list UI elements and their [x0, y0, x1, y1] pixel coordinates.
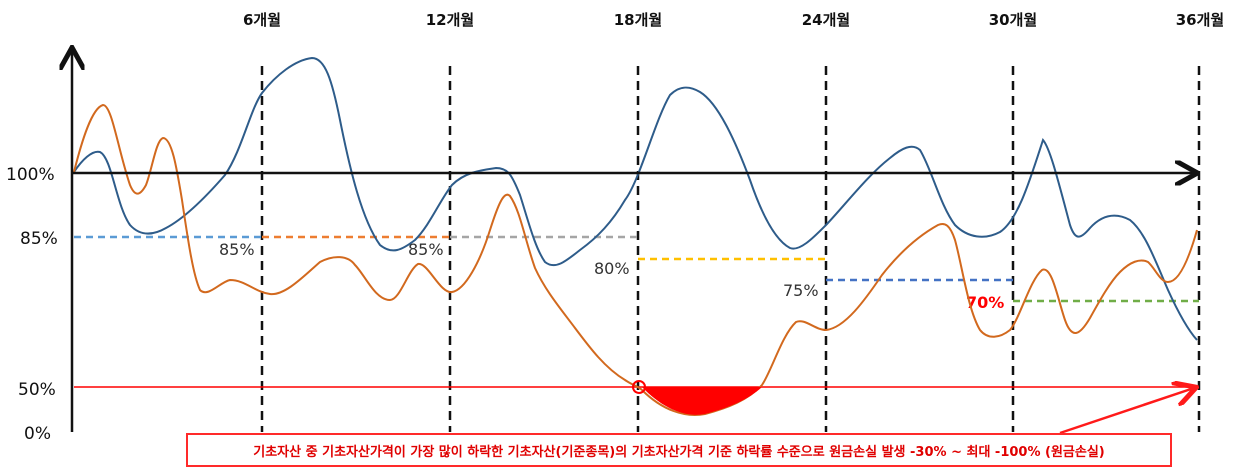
barrier-label-3: 80%	[594, 259, 630, 278]
barrier-label-4: 75%	[783, 281, 819, 300]
y-label-0: 0%	[24, 424, 51, 444]
loss-note-text: 기초자산 중 기초자산가격이 가장 많이 하락한 기초자산(기준종목)의 기초자…	[253, 444, 1105, 460]
loss-area	[642, 387, 762, 415]
period-label-18: 18개월	[614, 11, 662, 29]
barrier-label-5: 70%	[966, 293, 1004, 312]
period-label-30: 30개월	[989, 11, 1037, 29]
y-label-50: 50%	[18, 380, 56, 400]
y-label-100: 100%	[6, 165, 55, 185]
loss-note-box: 기초자산 중 기초자산가격이 가장 많이 하락한 기초자산(기준종목)의 기초자…	[186, 433, 1172, 467]
period-label-24: 24개월	[802, 11, 850, 29]
kick-in-marker	[632, 380, 646, 394]
period-label-36: 36개월	[1176, 11, 1224, 29]
barrier-label-2: 85%	[408, 240, 444, 259]
y-label-85: 85%	[20, 229, 58, 249]
period-label-6: 6개월	[243, 11, 281, 29]
period-label-12: 12개월	[426, 11, 474, 29]
note-pointer-arrow	[1059, 388, 1194, 435]
evaluation-lines	[260, 66, 1201, 432]
orange-price-path	[73, 103, 643, 391]
blue-price-path	[73, 56, 1198, 341]
barrier-label-1: 85%	[219, 240, 255, 259]
orange-price-path-cont	[641, 222, 1198, 416]
